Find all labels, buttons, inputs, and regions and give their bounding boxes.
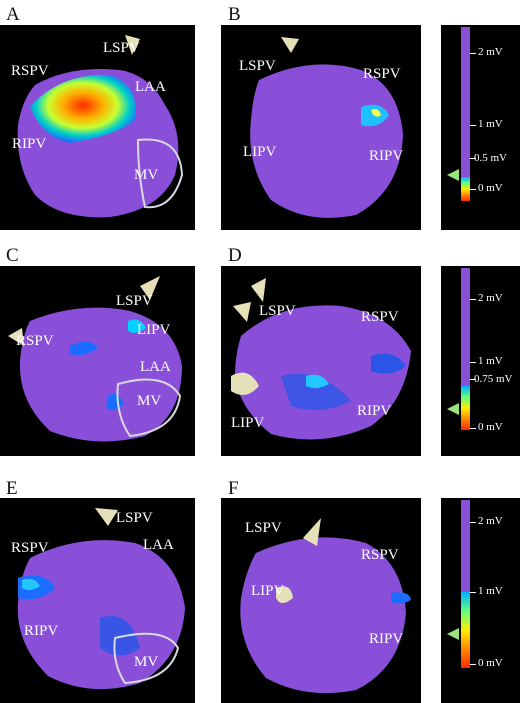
color-scale-top: 2 mV 1 mV 0.5 mV 0 mV <box>441 25 520 230</box>
label-mv: MV <box>134 167 159 183</box>
label-ripv: RIPV <box>357 403 392 419</box>
label-rspv: RSPV <box>11 63 49 79</box>
label-laa: LAA <box>140 359 171 375</box>
label-lspv: LSPV <box>116 510 153 526</box>
label-rspv: RSPV <box>11 540 49 556</box>
panel-letter-c: C <box>6 245 19 266</box>
label-lspv: LSPV <box>239 58 276 74</box>
label-ripv: RIPV <box>369 631 404 647</box>
label-rspv: RSPV <box>361 547 399 563</box>
panel-letter-d: D <box>228 245 242 266</box>
label-ripv: RIPV <box>369 148 404 164</box>
label-lspv: LSPV <box>259 303 296 319</box>
label-lipv: LIPV <box>251 583 285 599</box>
scale-label: 0 mV <box>478 182 503 194</box>
label-ripv: RIPV <box>24 623 59 639</box>
label-mv: MV <box>137 393 162 409</box>
label-ripv: RIPV <box>12 136 47 152</box>
label-lipv: LIPV <box>231 415 265 431</box>
panel-a-map: LSPV RSPV LAA RIPV MV <box>0 25 195 230</box>
scale-label: 1 mV <box>478 585 503 597</box>
scale-label: 2 mV <box>478 46 503 58</box>
scale-label: 0.75 mV <box>474 373 513 385</box>
scale-label: 0 mV <box>478 657 503 669</box>
color-scale-bottom: 2 mV 1 mV 0 mV <box>441 498 520 703</box>
panel-e-map: LSPV RSPV LAA RIPV MV <box>0 498 195 703</box>
label-lipv: LIPV <box>243 144 277 160</box>
scale-label: 0 mV <box>478 421 503 433</box>
panel-letter-b: B <box>228 4 241 25</box>
scale-label: 1 mV <box>478 355 503 367</box>
label-lspv: LSPV <box>103 40 140 56</box>
panel-letter-e: E <box>6 478 18 499</box>
label-lipv: LIPV <box>137 322 171 338</box>
scale-label: 0.5 mV <box>474 152 507 164</box>
label-laa: LAA <box>135 79 166 95</box>
scale-label: 2 mV <box>478 515 503 527</box>
panel-f-map: LSPV RSPV LIPV RIPV <box>221 498 421 703</box>
panel-d-map: LSPV RSPV RIPV LIPV <box>221 266 421 456</box>
color-scale-middle: 2 mV 1 mV 0.75 mV 0 mV <box>441 266 520 456</box>
label-lspv: LSPV <box>116 293 153 309</box>
label-lspv: LSPV <box>245 520 282 536</box>
panel-b-map: LSPV RSPV LIPV RIPV <box>221 25 421 230</box>
label-mv: MV <box>134 654 159 670</box>
scale-label: 1 mV <box>478 118 503 130</box>
panel-c-map: LSPV RSPV LIPV LAA MV <box>0 266 195 456</box>
scale-label: 2 mV <box>478 292 503 304</box>
panel-letter-a: A <box>6 4 20 25</box>
label-laa: LAA <box>143 537 174 553</box>
panel-letter-f: F <box>228 478 239 499</box>
label-rspv: RSPV <box>363 66 401 82</box>
label-rspv: RSPV <box>361 309 399 325</box>
label-rspv: RSPV <box>16 333 54 349</box>
